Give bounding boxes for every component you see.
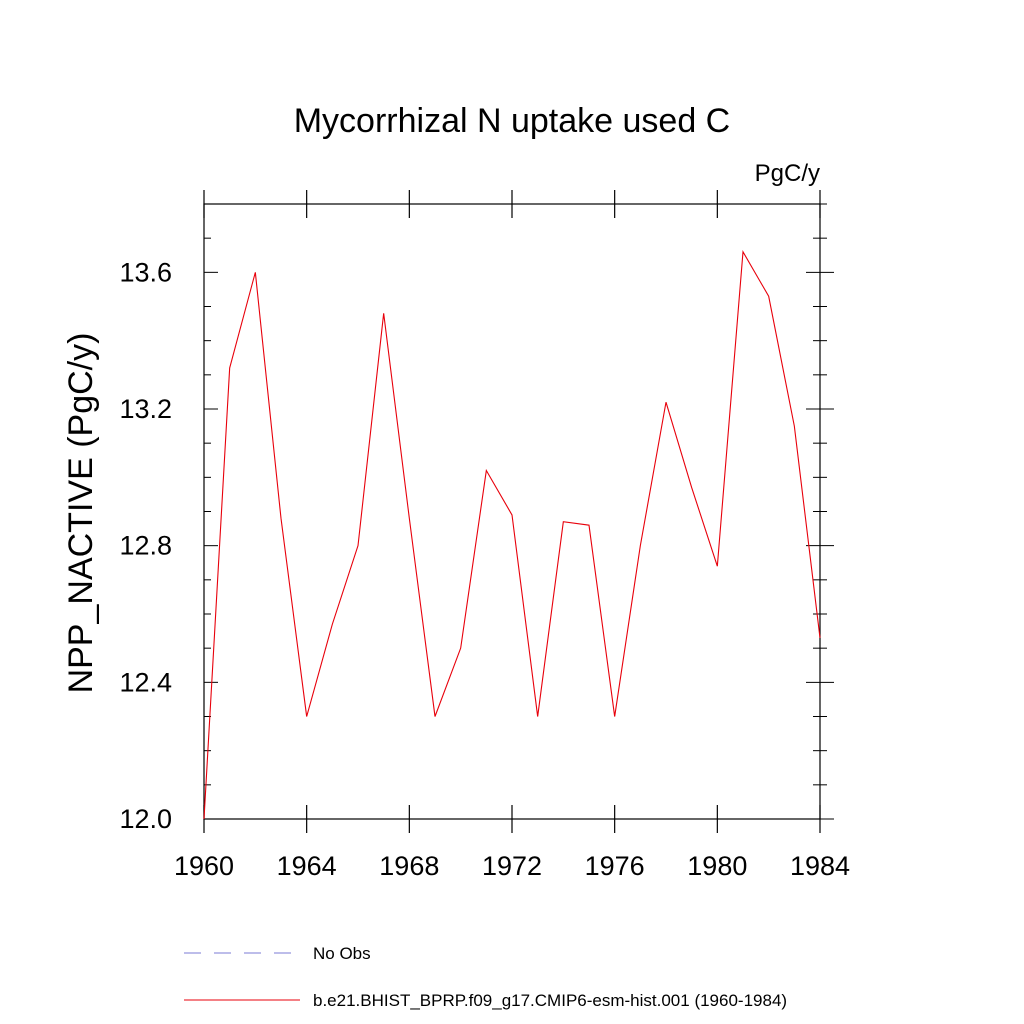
x-tick-label: 1972 [482, 851, 542, 881]
legend-label-no-obs: No Obs [313, 944, 371, 963]
y-tick-label: 12.0 [119, 804, 172, 834]
y-tick-label: 12.8 [119, 531, 172, 561]
units-label: PgC/y [755, 160, 820, 187]
x-tick-label: 1968 [379, 851, 439, 881]
axis-tick-labels: 1960 1964 1968 1972 1976 1980 1984 12.0 12.4 12.8… [119, 257, 850, 881]
x-tick-label: 1960 [174, 851, 234, 881]
series-layer [203, 250, 821, 820]
x-tick-label: 1980 [687, 851, 747, 881]
plot-frame [203, 203, 821, 820]
x-tick-label: 1964 [277, 851, 337, 881]
x-tick-label: 1984 [790, 851, 850, 881]
y-axis-label: NPP_NACTIVE (PgC/y) [62, 333, 100, 694]
legend: No Obs b.e21.BHIST_BPRP.f09_g17.CMIP6-es… [184, 944, 787, 1010]
y-tick-label: 13.2 [119, 394, 172, 424]
legend-label-model: b.e21.BHIST_BPRP.f09_g17.CMIP6-esm-hist.… [313, 991, 787, 1010]
x-tick-label: 1976 [585, 851, 645, 881]
chart-title: Mycorrhizal N uptake used C [294, 102, 731, 140]
y-tick-label: 12.4 [119, 667, 172, 697]
axis-ticks [203, 190, 834, 833]
y-tick-label: 13.6 [119, 257, 172, 287]
series-line [203, 250, 821, 820]
